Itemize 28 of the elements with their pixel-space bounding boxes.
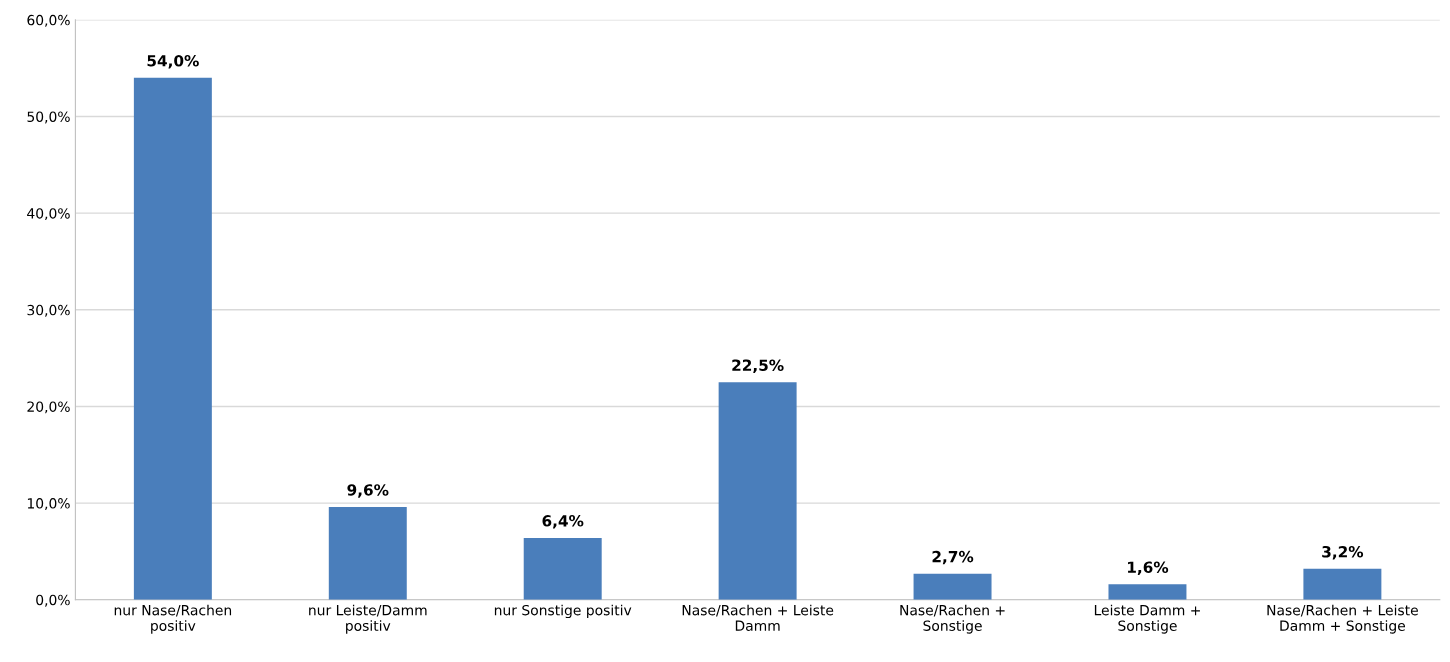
bar [523, 537, 602, 600]
data-label: 2,7% [932, 550, 974, 565]
bar [1303, 568, 1382, 600]
bar [1108, 584, 1187, 600]
data-label: 1,6% [1128, 561, 1169, 575]
y-tick-label: 50,0% [27, 111, 70, 124]
bar [718, 382, 797, 600]
data-label: 6,4% [542, 515, 584, 529]
y-tick-label: 0,0% [36, 594, 70, 607]
x-tick-label: Nase/Rachen + Leiste Damm + Sonstige [1267, 604, 1418, 634]
bar [133, 77, 212, 600]
data-label: 3,2% [1322, 545, 1364, 560]
x-tick-label: nur Nase/Rachen positiv [114, 604, 232, 634]
x-tick-label: Leiste Damm + Sonstige [1094, 604, 1200, 634]
y-tick-label: 30,0% [27, 304, 70, 317]
data-label: 54,0% [147, 55, 199, 69]
x-tick-label: Nase/Rachen + Leiste Damm [682, 604, 834, 631]
y-tick-label: 60,0% [27, 14, 70, 27]
y-tick-label: 40,0% [27, 208, 70, 221]
x-tick-label: nur Leiste/Damm positiv [309, 604, 427, 634]
data-label: 9,6% [347, 484, 389, 498]
bar [913, 573, 992, 600]
y-tick-label: 10,0% [27, 498, 70, 511]
x-tick-label: Nase/Rachen + Sonstige [900, 604, 1005, 634]
bar [328, 506, 407, 600]
x-tick-label: nur Sonstige positiv [494, 604, 632, 619]
data-label: 22,5% [732, 359, 784, 373]
y-tick-label: 20,0% [27, 401, 70, 414]
